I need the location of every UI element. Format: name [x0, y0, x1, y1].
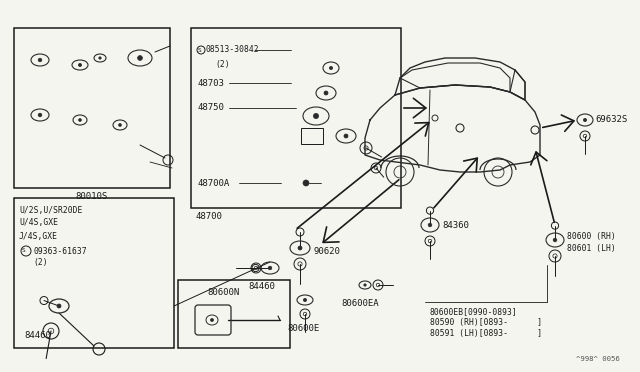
Text: 80600EB[0990-0893]: 80600EB[0990-0893]: [430, 307, 518, 316]
Bar: [178, 280, 290, 348]
Circle shape: [553, 238, 557, 242]
Bar: [14, 28, 170, 188]
Text: 48700: 48700: [196, 212, 223, 221]
Circle shape: [38, 113, 42, 117]
Text: 80600 (RH): 80600 (RH): [567, 231, 616, 241]
Circle shape: [330, 66, 333, 70]
Bar: [14, 198, 174, 348]
Bar: [301, 128, 323, 144]
Circle shape: [38, 58, 42, 62]
Circle shape: [268, 266, 272, 270]
Text: 80600N: 80600N: [208, 288, 240, 297]
Circle shape: [99, 57, 101, 59]
Circle shape: [344, 134, 348, 138]
Text: J/4S,GXE: J/4S,GXE: [19, 231, 58, 241]
Text: ^998^ 0056: ^998^ 0056: [576, 356, 620, 362]
Text: 80601 (LH): 80601 (LH): [567, 244, 616, 253]
Text: 80600E: 80600E: [287, 324, 319, 333]
Circle shape: [79, 63, 82, 67]
Text: S: S: [22, 248, 26, 253]
Circle shape: [79, 119, 81, 121]
Text: 80591 (LH)[0893-      ]: 80591 (LH)[0893- ]: [430, 329, 542, 338]
Circle shape: [324, 91, 328, 95]
Text: 09363-61637: 09363-61637: [33, 247, 86, 256]
Text: 80590 (RH)[0893-      ]: 80590 (RH)[0893- ]: [430, 318, 542, 327]
Text: 84460: 84460: [248, 282, 275, 291]
Text: 84460: 84460: [24, 331, 51, 340]
Text: 69632S: 69632S: [595, 115, 627, 125]
Circle shape: [303, 298, 307, 302]
Circle shape: [298, 246, 302, 250]
Text: 48703: 48703: [197, 78, 224, 87]
Circle shape: [584, 118, 587, 122]
Text: (2): (2): [215, 60, 230, 69]
Circle shape: [138, 55, 143, 60]
Text: 48700A: 48700A: [197, 179, 229, 187]
Text: 90620: 90620: [314, 247, 341, 256]
Bar: [191, 28, 401, 208]
Circle shape: [303, 180, 309, 186]
Text: U/4S,GXE: U/4S,GXE: [19, 218, 58, 228]
Circle shape: [314, 113, 319, 119]
Text: 80600EA: 80600EA: [341, 299, 379, 308]
Circle shape: [364, 284, 366, 286]
Text: 84360: 84360: [442, 221, 469, 230]
Text: 80010S: 80010S: [76, 192, 108, 201]
Text: (2): (2): [33, 259, 47, 267]
Circle shape: [57, 304, 61, 308]
Circle shape: [118, 124, 122, 126]
Circle shape: [428, 223, 432, 227]
Text: 08513-30842: 08513-30842: [206, 45, 260, 55]
Text: S: S: [197, 48, 201, 52]
Text: U/2S,U/SR20DE: U/2S,U/SR20DE: [19, 205, 83, 215]
Circle shape: [211, 318, 214, 321]
Text: 48750: 48750: [197, 103, 224, 112]
